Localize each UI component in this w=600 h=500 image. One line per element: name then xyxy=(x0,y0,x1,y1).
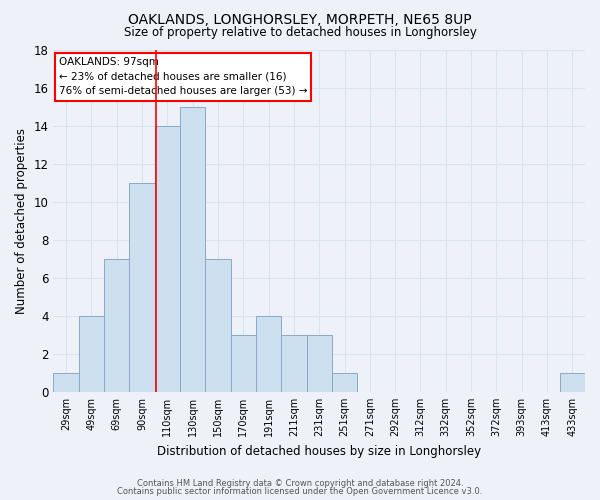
Text: Size of property relative to detached houses in Longhorsley: Size of property relative to detached ho… xyxy=(124,26,476,39)
Text: Contains public sector information licensed under the Open Government Licence v3: Contains public sector information licen… xyxy=(118,487,482,496)
Bar xyxy=(256,316,281,392)
Bar xyxy=(281,335,307,392)
Bar xyxy=(307,335,332,392)
Bar xyxy=(130,183,155,392)
Bar xyxy=(155,126,180,392)
Bar xyxy=(560,373,585,392)
Bar xyxy=(205,259,230,392)
Bar xyxy=(180,107,205,392)
X-axis label: Distribution of detached houses by size in Longhorsley: Distribution of detached houses by size … xyxy=(157,444,481,458)
Text: Contains HM Land Registry data © Crown copyright and database right 2024.: Contains HM Land Registry data © Crown c… xyxy=(137,478,463,488)
Bar xyxy=(53,373,79,392)
Y-axis label: Number of detached properties: Number of detached properties xyxy=(15,128,28,314)
Bar xyxy=(230,335,256,392)
Bar xyxy=(104,259,130,392)
Text: OAKLANDS: 97sqm
← 23% of detached houses are smaller (16)
76% of semi-detached h: OAKLANDS: 97sqm ← 23% of detached houses… xyxy=(59,57,307,96)
Text: OAKLANDS, LONGHORSLEY, MORPETH, NE65 8UP: OAKLANDS, LONGHORSLEY, MORPETH, NE65 8UP xyxy=(128,12,472,26)
Bar xyxy=(332,373,357,392)
Bar xyxy=(79,316,104,392)
